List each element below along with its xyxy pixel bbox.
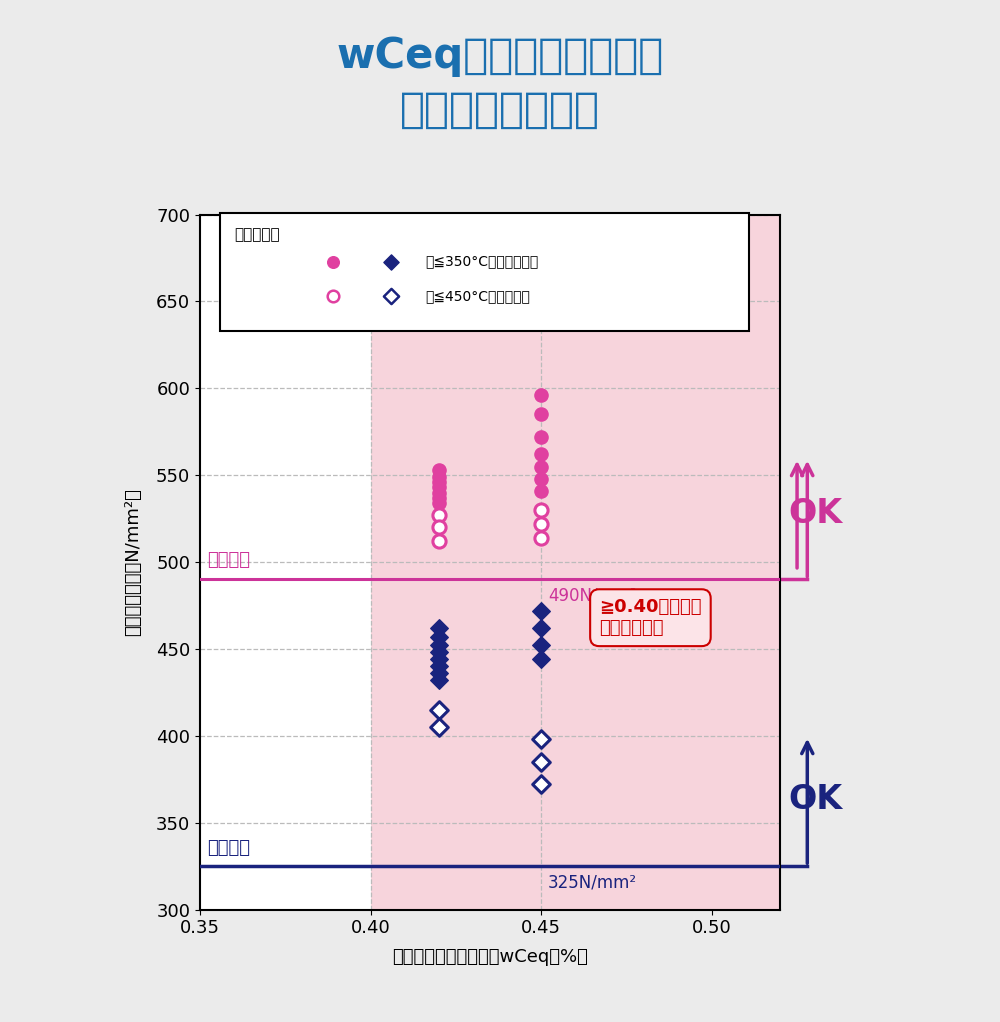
Point (533, 638, 549, 654)
Text: ：≦350°C（従来工法）: ：≦350°C（従来工法） (425, 254, 538, 269)
Point (533, 777, 549, 793)
Point (431, 665, 447, 682)
Point (533, 651, 549, 667)
Text: パス間温度: パス間温度 (234, 227, 280, 242)
Point (533, 516, 549, 532)
Point (431, 479, 447, 496)
Text: ：≦450°C（本工法）: ：≦450°C（本工法） (425, 289, 530, 304)
Point (383, 253, 399, 270)
Point (533, 482, 549, 499)
Point (431, 719, 447, 736)
Point (533, 470, 549, 486)
Text: ≧0.40の範囲で
強度検証済み: ≧0.40の範囲で 強度検証済み (599, 598, 702, 637)
Point (533, 387, 549, 404)
Point (431, 651, 447, 667)
Text: wCeqの下限を規定し、: wCeqの下限を規定し、 (336, 35, 664, 78)
Point (325, 253, 341, 270)
Point (431, 644, 447, 660)
Point (431, 519, 447, 536)
Text: 325N/mm²: 325N/mm² (548, 873, 637, 891)
Point (431, 638, 447, 654)
Point (431, 507, 447, 523)
Point (533, 502, 549, 518)
Y-axis label: 溶接部の強度（N/mm²）: 溶接部の強度（N/mm²） (124, 489, 142, 636)
Point (383, 288, 399, 305)
Point (431, 495, 447, 511)
Point (431, 672, 447, 689)
Text: 引張強度: 引張強度 (207, 551, 250, 569)
Point (325, 288, 341, 305)
Point (533, 458, 549, 474)
Text: パス間温度を緩和: パス間温度を緩和 (400, 88, 600, 131)
Point (431, 629, 447, 645)
FancyBboxPatch shape (220, 213, 749, 331)
Point (431, 658, 447, 675)
Point (431, 701, 447, 717)
Point (533, 447, 549, 463)
Point (431, 462, 447, 478)
Point (533, 754, 549, 771)
Text: OK: OK (788, 497, 842, 529)
Point (431, 490, 447, 506)
Text: 降伏強度: 降伏強度 (207, 839, 250, 857)
Point (431, 469, 447, 485)
Point (431, 484, 447, 501)
X-axis label: 溶接ワイヤの炭素当量wCeq（%）: 溶接ワイヤの炭素当量wCeq（%） (392, 948, 588, 967)
Bar (371, 215, 780, 910)
Point (533, 603, 549, 619)
Text: 490N/mm²: 490N/mm² (548, 587, 637, 604)
Point (533, 529, 549, 546)
Point (431, 533, 447, 550)
Point (533, 429, 549, 446)
Point (431, 474, 447, 491)
Point (431, 620, 447, 637)
Text: OK: OK (788, 783, 842, 817)
Point (533, 620, 549, 637)
Point (533, 731, 549, 747)
Point (533, 407, 549, 423)
